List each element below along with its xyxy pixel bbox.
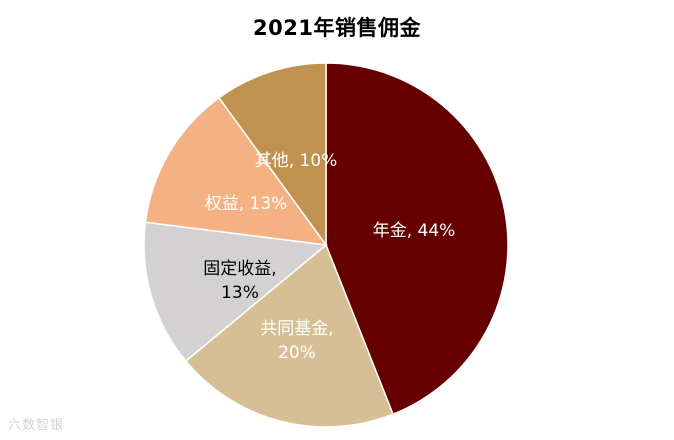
slice-label-2: 共同基金, 20% [260,319,333,363]
pie-slice-1 [325,62,509,416]
slice-label-1: 年金, 44% [373,221,456,241]
chart-title: 2021年销售佣金 [253,16,421,40]
pie-slice-4 [144,96,328,246]
watermark: 六数智银 [8,418,65,433]
slice-label-5: 其他, 10% [255,151,338,171]
slice-label-3: 固定收益, 13% [203,259,276,303]
pie-slice-5 [217,62,327,248]
slice-label-4: 权益, 13% [205,194,288,214]
pie-slice-3 [143,221,328,363]
pie-slice-2 [184,243,394,428]
